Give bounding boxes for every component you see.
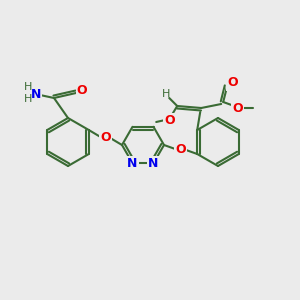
Text: N: N bbox=[127, 157, 138, 170]
Text: O: O bbox=[232, 101, 242, 115]
Text: N: N bbox=[148, 157, 159, 170]
Text: O: O bbox=[100, 131, 111, 144]
Text: O: O bbox=[164, 113, 175, 127]
Text: H: H bbox=[24, 82, 32, 92]
Text: H: H bbox=[24, 94, 32, 104]
Text: H: H bbox=[162, 89, 170, 99]
Text: O: O bbox=[175, 143, 186, 156]
Text: O: O bbox=[77, 85, 87, 98]
Text: N: N bbox=[31, 88, 41, 101]
Text: O: O bbox=[227, 76, 238, 89]
